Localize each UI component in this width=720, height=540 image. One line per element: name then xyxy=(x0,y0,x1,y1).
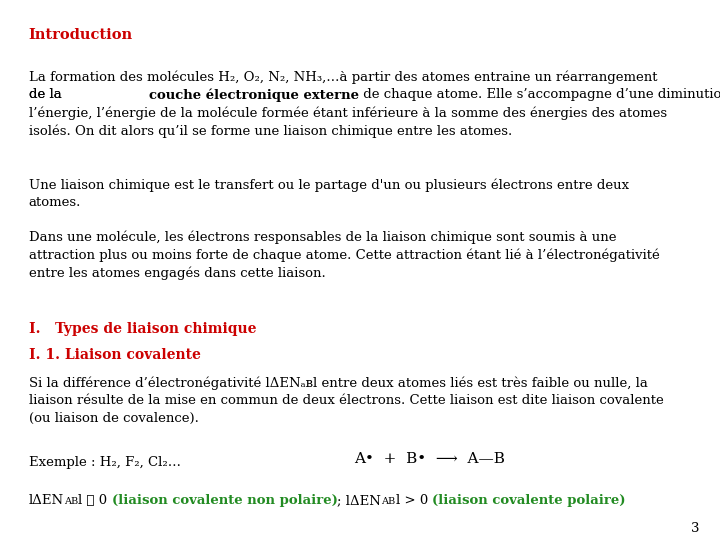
Text: l ≅ 0: l ≅ 0 xyxy=(78,494,112,507)
Text: isolés. On dit alors qu’il se forme une liaison chimique entre les atomes.: isolés. On dit alors qu’il se forme une … xyxy=(29,124,512,138)
Text: de la: de la xyxy=(29,88,66,101)
Text: couche électronique externe: couche électronique externe xyxy=(149,88,359,102)
Text: Introduction: Introduction xyxy=(29,28,133,42)
Text: Si la différence d’électronégativité lΔENₐʙl entre deux atomes liés est très fai: Si la différence d’électronégativité lΔE… xyxy=(29,376,648,389)
Text: de chaque atome. Elle s’accompagne d’une diminution de: de chaque atome. Elle s’accompagne d’une… xyxy=(359,88,720,101)
Text: 3: 3 xyxy=(691,522,700,535)
Text: AB: AB xyxy=(64,497,78,506)
Text: ; lΔEN: ; lΔEN xyxy=(338,494,382,507)
Text: lΔEN: lΔEN xyxy=(29,494,64,507)
Text: liaison résulte de la mise en commun de deux électrons. Cette liaison est dite l: liaison résulte de la mise en commun de … xyxy=(29,394,664,407)
Text: I. 1. Liaison covalente: I. 1. Liaison covalente xyxy=(29,348,201,362)
Text: entre les atomes engagés dans cette liaison.: entre les atomes engagés dans cette liai… xyxy=(29,266,325,280)
Text: attraction plus ou moins forte de chaque atome. Cette attraction étant lié à l’é: attraction plus ou moins forte de chaque… xyxy=(29,248,660,261)
Text: La formation des molécules H₂, O₂, N₂, NH₃,…à partir des atomes entraine un réar: La formation des molécules H₂, O₂, N₂, N… xyxy=(29,70,657,84)
Text: atomes.: atomes. xyxy=(29,196,81,209)
Text: l > 0: l > 0 xyxy=(395,494,432,507)
Text: l’énergie, l’énergie de la molécule formée étant inférieure à la somme des énerg: l’énergie, l’énergie de la molécule form… xyxy=(29,106,667,119)
Text: (liaison covalente non polaire): (liaison covalente non polaire) xyxy=(112,494,338,507)
Text: de la: de la xyxy=(29,88,66,101)
Text: Dans une molécule, les électrons responsables de la liaison chimique sont soumis: Dans une molécule, les électrons respons… xyxy=(29,230,616,244)
Text: A•  +  B•  ⟶  A—B: A• + B• ⟶ A—B xyxy=(354,452,505,466)
Text: Une liaison chimique est le transfert ou le partage d'un ou plusieurs électrons : Une liaison chimique est le transfert ou… xyxy=(29,178,629,192)
Text: AB: AB xyxy=(382,497,395,506)
Text: I.   Types de liaison chimique: I. Types de liaison chimique xyxy=(29,322,256,336)
Text: Exemple : H₂, F₂, Cl₂…: Exemple : H₂, F₂, Cl₂… xyxy=(29,456,181,469)
Text: (ou liaison de covalence).: (ou liaison de covalence). xyxy=(29,412,199,425)
Text: (liaison covalente polaire): (liaison covalente polaire) xyxy=(432,494,626,507)
